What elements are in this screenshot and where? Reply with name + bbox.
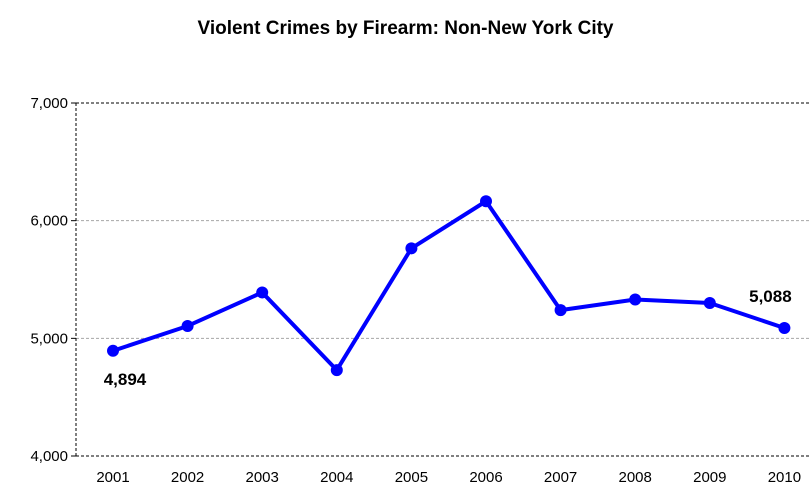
y-tick-label: 4,000 <box>30 448 68 465</box>
data-point <box>629 293 642 306</box>
data-point <box>778 321 791 334</box>
x-tick-label: 2007 <box>544 469 577 486</box>
y-tick-label: 5,000 <box>30 330 68 347</box>
y-tick-label: 7,000 <box>30 95 68 112</box>
data-point <box>181 319 194 332</box>
series-line <box>112 199 786 373</box>
data-point <box>405 242 418 255</box>
x-tick-label: 2001 <box>96 469 129 486</box>
x-axis-tick-labels: 2001 2002 2003 2004 2005 2006 2007 2008 2009 2010 <box>96 469 801 486</box>
data-label: 4,894 <box>104 370 147 389</box>
data-point <box>256 286 269 299</box>
data-label: 5,088 <box>749 287 792 306</box>
y-axis-tick-labels: 4,000 5,000 6,000 7,000 <box>30 95 68 465</box>
data-point <box>554 304 567 317</box>
x-tick-label: 2004 <box>320 469 353 486</box>
data-point <box>330 364 343 377</box>
data-labels: 4,894 5,088 <box>104 287 792 389</box>
axes <box>71 102 811 457</box>
x-tick-label: 2010 <box>768 469 801 486</box>
x-tick-label: 2006 <box>469 469 502 486</box>
x-tick-label: 2003 <box>246 469 279 486</box>
x-tick-label: 2005 <box>395 469 428 486</box>
x-tick-label: 2008 <box>619 469 652 486</box>
chart-title: Violent Crimes by Firearm: Non-New York … <box>197 18 614 39</box>
series <box>107 195 791 377</box>
data-point <box>107 344 119 357</box>
x-tick-label: 2002 <box>171 469 204 486</box>
data-point <box>703 297 716 310</box>
data-point <box>480 195 492 208</box>
x-tick-label: 2009 <box>693 469 726 486</box>
y-tick-label: 6,000 <box>30 213 68 230</box>
